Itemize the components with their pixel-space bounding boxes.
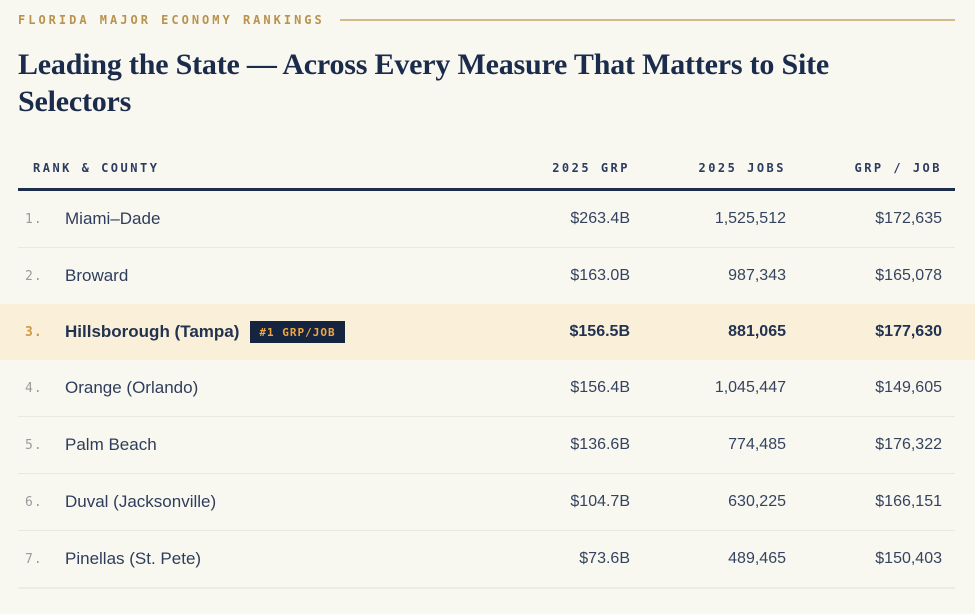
- jobs-value: 489,465: [728, 550, 786, 567]
- eyebrow-row: FLORIDA MAJOR ECONOMY RANKINGS: [18, 13, 955, 27]
- table-row-pinellas: 7. Pinellas (St. Pete) $73.6B 489,465 $1…: [0, 531, 975, 587]
- eyebrow-divider: [339, 19, 955, 21]
- grp-per-job-value: $150,403: [875, 550, 942, 567]
- grp-per-job-value: $165,078: [875, 267, 942, 284]
- jobs-value: 1,045,447: [714, 379, 786, 396]
- county-name-text: Hillsborough (Tampa): [65, 322, 240, 341]
- table-bottom-rule: [18, 587, 955, 589]
- row-divider: [18, 416, 955, 417]
- page-title-line-2: Selectors: [18, 85, 132, 118]
- column-header-rank-county: RANK & COUNTY: [33, 161, 160, 175]
- table-row-broward: 2. Broward $163.0B 987,343 $165,078: [0, 248, 975, 304]
- rankings-table: RANK & COUNTY 2025 GRP 2025 JOBS GRP / J…: [0, 161, 975, 589]
- county-name: Hillsborough (Tampa) #1 GRP/JOB: [65, 321, 474, 343]
- table-header: RANK & COUNTY 2025 GRP 2025 JOBS GRP / J…: [0, 161, 975, 175]
- jobs-value: 881,065: [728, 323, 786, 340]
- row-divider: [18, 247, 955, 248]
- table-row-hillsborough-highlighted: 3. Hillsborough (Tampa) #1 GRP/JOB $156.…: [0, 304, 975, 360]
- jobs-value: 1,525,512: [714, 210, 786, 227]
- column-header-grp-per-job: GRP / JOB: [854, 161, 942, 175]
- county-name: Duval (Jacksonville): [65, 492, 217, 511]
- grp-value: $136.6B: [570, 436, 630, 453]
- rank-number: 1.: [25, 211, 43, 227]
- grp-per-job-value: $149,605: [875, 379, 942, 396]
- table-row-miami-dade: 1. Miami–Dade $263.4B 1,525,512 $172,635: [0, 191, 975, 247]
- grp-value: $263.4B: [570, 210, 630, 227]
- grp-value: $156.4B: [570, 379, 630, 396]
- table-row-orange: 4. Orange (Orlando) $156.4B 1,045,447 $1…: [0, 360, 975, 416]
- grp-value: $163.0B: [570, 267, 630, 284]
- row-divider: [18, 473, 955, 474]
- column-header-2025-jobs: 2025 JOBS: [698, 161, 786, 175]
- grp-value: $156.5B: [569, 323, 631, 340]
- number-one-grp-per-job-badge: #1 GRP/JOB: [250, 321, 345, 343]
- rank-number: 5.: [25, 437, 43, 453]
- column-header-2025-grp: 2025 GRP: [552, 161, 630, 175]
- rank-number: 6.: [25, 494, 43, 510]
- rank-number: 7.: [25, 551, 43, 567]
- page-title: Leading the State — Across Every Measure…: [18, 46, 955, 120]
- table-row-duval: 6. Duval (Jacksonville) $104.7B 630,225 …: [0, 474, 975, 530]
- grp-per-job-value: $177,630: [875, 323, 942, 340]
- rank-number: 2.: [25, 268, 43, 284]
- economy-rankings-section: FLORIDA MAJOR ECONOMY RANKINGS Leading t…: [0, 13, 975, 589]
- grp-value: $104.7B: [570, 493, 630, 510]
- grp-per-job-value: $172,635: [875, 210, 942, 227]
- jobs-value: 987,343: [728, 267, 786, 284]
- grp-per-job-value: $166,151: [875, 493, 942, 510]
- eyebrow-label: FLORIDA MAJOR ECONOMY RANKINGS: [18, 13, 325, 27]
- rank-number: 3.: [25, 324, 43, 340]
- rank-number: 4.: [25, 380, 43, 396]
- grp-per-job-value: $176,322: [875, 436, 942, 453]
- county-name: Broward: [65, 266, 129, 285]
- grp-value: $73.6B: [579, 550, 630, 567]
- jobs-value: 774,485: [728, 436, 786, 453]
- table-header-rule: [18, 188, 955, 191]
- jobs-value: 630,225: [728, 493, 786, 510]
- county-name: Pinellas (St. Pete): [65, 549, 202, 568]
- county-name: Palm Beach: [65, 435, 157, 454]
- county-name: Miami–Dade: [65, 209, 161, 228]
- county-name: Orange (Orlando): [65, 378, 199, 397]
- row-divider: [18, 530, 955, 531]
- page-title-line-1: Leading the State — Across Every Measure…: [18, 48, 830, 81]
- table-row-palm-beach: 5. Palm Beach $136.6B 774,485 $176,322: [0, 417, 975, 473]
